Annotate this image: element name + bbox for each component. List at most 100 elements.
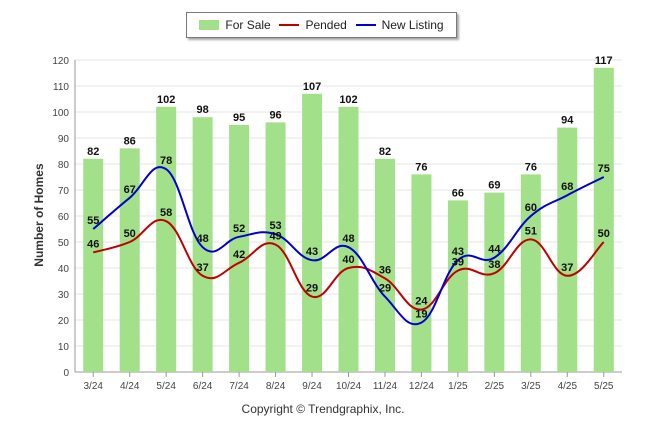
data-label-new-listing: 67 [124,184,136,196]
bar-for-sale [156,106,177,373]
data-label-for-sale: 102 [157,94,175,106]
data-label-new-listing: 29 [379,283,391,295]
bar-for-sale [447,200,468,372]
y-axis-title: Number of Homes [32,163,46,267]
chart-legend: For Sale Pended New Listing [186,12,457,38]
legend-swatch-pended [279,24,300,26]
bar-for-sale [593,67,614,373]
y-tick-label: 0 [63,368,69,379]
legend-swatch-for-sale [199,20,220,30]
bar-for-sale [520,174,541,372]
data-label-pended: 46 [87,238,99,250]
y-tick-label: 20 [58,316,70,327]
data-label-new-listing: 60 [525,202,537,214]
bar-for-sale [192,117,213,372]
bar-for-sale [119,148,140,372]
data-label-for-sale: 107 [303,81,321,93]
x-tick-label: 4/25 [558,381,578,392]
x-tick-label: 12/24 [409,381,434,392]
bar-for-sale [338,106,359,373]
x-tick-label: 5/25 [594,381,614,392]
data-label-pended: 37 [197,262,209,274]
bar-for-sale [265,122,286,373]
data-label-for-sale: 96 [269,109,281,121]
x-tick-label: 3/25 [521,381,541,392]
y-tick-label: 30 [58,290,70,301]
y-tick-label: 100 [52,108,69,119]
y-tick-label: 120 [52,56,69,67]
x-tick-label: 11/24 [373,381,398,392]
y-tick-label: 90 [58,134,70,145]
data-label-new-listing: 55 [87,215,99,227]
legend-label-new-listing: New Listing [381,18,444,32]
data-label-pended: 58 [160,207,172,219]
x-tick-label: 9/24 [302,381,322,392]
data-label-pended: 37 [561,262,573,274]
bar-for-sale [83,158,104,372]
x-tick-label: 1/25 [448,381,468,392]
y-tick-label: 10 [58,342,70,353]
x-tick-label: 6/24 [193,381,213,392]
y-tick-label: 80 [58,160,70,171]
legend-swatch-new-listing [355,24,376,26]
data-label-pended: 49 [269,231,281,243]
x-tick-label: 2/25 [485,381,505,392]
data-label-new-listing: 78 [160,155,172,167]
data-label-new-listing: 43 [306,246,318,258]
y-tick-label: 60 [58,212,70,223]
bar-for-sale [557,127,578,372]
data-label-pended: 29 [306,283,318,295]
data-label-new-listing: 44 [488,244,501,256]
data-label-pended: 42 [233,249,245,261]
x-tick-label: 7/24 [229,381,249,392]
data-label-for-sale: 66 [452,187,464,199]
data-label-for-sale: 102 [339,94,357,106]
data-label-pended: 51 [525,225,537,237]
data-label-for-sale: 94 [561,115,574,127]
y-tick-label: 40 [58,264,70,275]
line-new-listing [92,166,605,326]
data-label-pended: 50 [124,228,136,240]
data-label-new-listing: 48 [197,233,209,245]
y-tick-label: 70 [58,186,70,197]
data-label-pended: 39 [452,257,464,269]
data-label-new-listing: 43 [452,246,464,258]
data-label-pended: 40 [342,254,354,266]
data-label-pended: 38 [488,259,500,271]
legend-label-pended: Pended [305,18,347,32]
y-tick-label: 50 [58,238,70,249]
data-label-for-sale: 82 [379,146,391,158]
data-label-for-sale: 117 [595,55,613,67]
x-tick-label: 5/24 [156,381,176,392]
bar-for-sale [302,93,323,373]
legend-label-for-sale: For Sale [225,18,271,32]
data-label-pended: 36 [379,264,391,276]
x-tick-label: 10/24 [336,381,361,392]
legend-item-for-sale: For Sale [199,18,271,32]
bar-for-sale [484,192,505,372]
line-pended [92,218,605,311]
x-tick-label: 3/24 [83,381,103,392]
data-label-new-listing: 68 [561,181,573,193]
legend-item-new-listing: New Listing [355,18,444,32]
bar-for-sale [374,158,395,372]
x-tick-label: 4/24 [120,381,140,392]
legend-item-pended: Pended [279,18,347,32]
data-label-for-sale: 76 [525,161,537,173]
y-tick-label: 110 [53,82,69,93]
data-label-pended: 50 [598,228,610,240]
data-label-for-sale: 69 [488,180,500,192]
x-tick-label: 8/24 [266,381,286,392]
data-label-new-listing: 48 [342,233,354,245]
data-label-new-listing: 19 [415,309,427,321]
bar-for-sale [229,125,250,372]
data-label-new-listing: 53 [269,220,281,232]
data-label-for-sale: 76 [415,161,427,173]
data-label-for-sale: 86 [124,135,136,147]
data-label-for-sale: 82 [87,146,99,158]
data-label-new-listing: 75 [598,163,610,175]
bar-for-sale [411,174,432,372]
data-label-for-sale: 95 [233,112,245,124]
